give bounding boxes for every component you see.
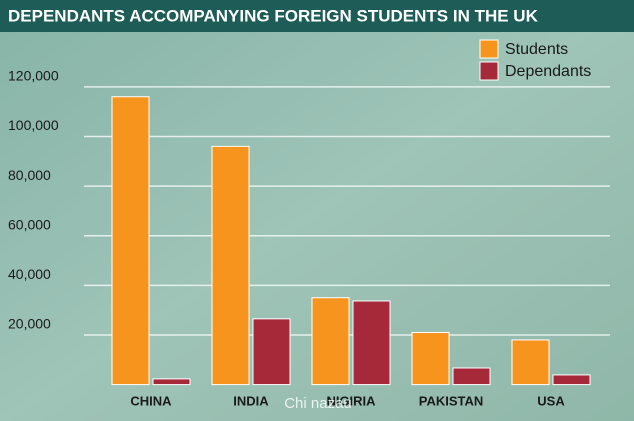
x-tick-label: CHINA xyxy=(130,393,172,408)
x-tick-label: USA xyxy=(537,393,565,408)
bar xyxy=(311,297,350,386)
bar xyxy=(552,374,591,386)
legend-label: Students xyxy=(505,41,568,58)
bar xyxy=(511,339,550,386)
y-tick-label: 120,000 xyxy=(8,68,59,84)
legend-swatch xyxy=(479,61,499,81)
bar xyxy=(252,318,291,386)
legend-label: Dependants xyxy=(505,63,591,80)
y-tick-label: 20,000 xyxy=(8,316,51,332)
bar xyxy=(211,145,250,386)
watermark: Chi nazau xyxy=(284,395,352,412)
bar xyxy=(452,367,491,386)
y-tick-label: 40,000 xyxy=(8,266,51,282)
bar xyxy=(352,300,391,386)
title-bar xyxy=(0,0,634,32)
bar xyxy=(111,96,150,386)
bar xyxy=(152,378,191,386)
x-tick-label: PAKISTAN xyxy=(419,393,484,408)
legend-swatch xyxy=(479,39,499,59)
x-tick-label: NIGIRIA xyxy=(326,393,376,408)
bar xyxy=(411,331,450,386)
y-tick-label: 80,000 xyxy=(8,167,51,183)
y-tick-label: 100,000 xyxy=(8,117,59,133)
y-tick-label: 60,000 xyxy=(8,216,51,232)
chart-title: DEPENDANTS ACCOMPANYING FOREIGN STUDENTS… xyxy=(8,6,539,25)
x-tick-label: INDIA xyxy=(233,393,269,408)
